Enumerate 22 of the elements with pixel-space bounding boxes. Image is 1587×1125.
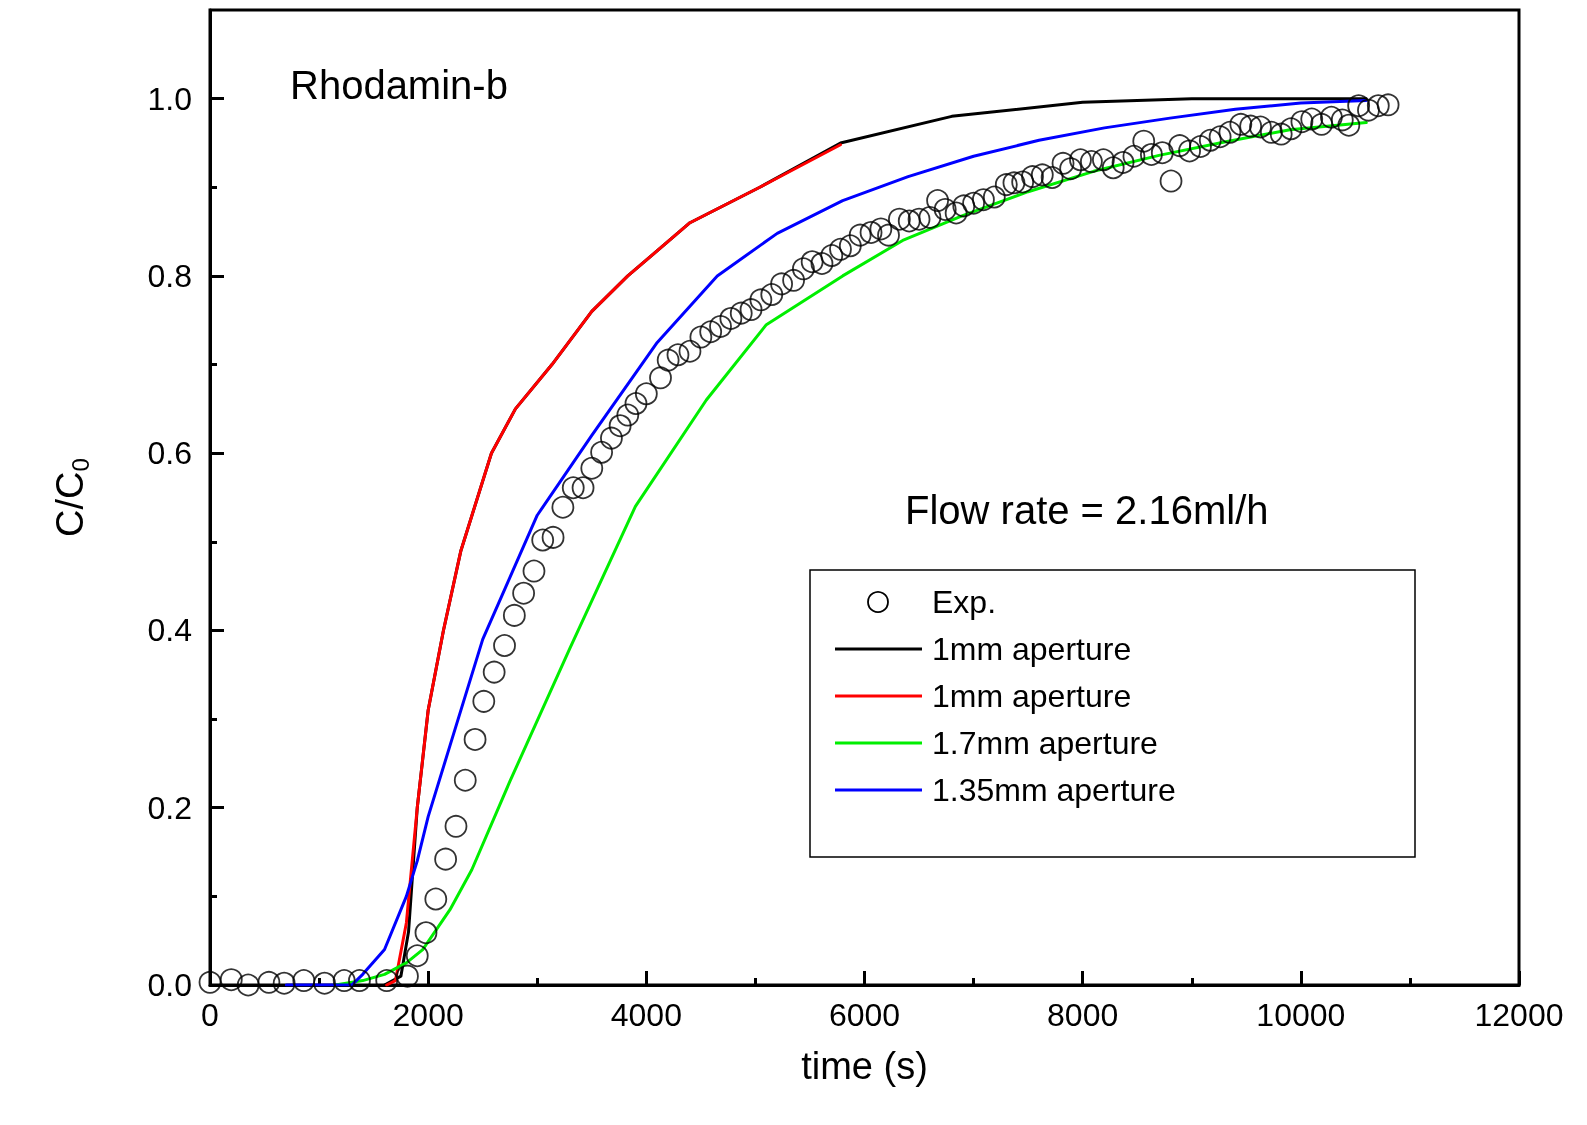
y-tick-label: 0.8 [147, 257, 192, 294]
y-tick-label: 1.0 [147, 80, 192, 117]
x-tick-label: 10000 [1256, 997, 1346, 1033]
x-tick-label: 12000 [1474, 997, 1564, 1033]
y-tick-label: 0.6 [147, 435, 192, 472]
x-axis-title: time (s) [801, 1045, 928, 1087]
x-tick-label: 6000 [828, 997, 901, 1033]
x-tick-label: 4000 [610, 997, 682, 1033]
y-axis-title: C/C0 [49, 458, 94, 537]
legend-label: 1mm aperture [932, 631, 1132, 667]
y-tick-label: 0.0 [147, 967, 192, 1003]
legend-label: Exp. [932, 584, 997, 620]
legend-label: 1.35mm aperture [932, 772, 1176, 808]
y-tick-label: 0.2 [147, 789, 192, 826]
x-tick-label: 2000 [392, 997, 464, 1033]
annotation: Flow rate = 2.16ml/h [905, 488, 1269, 532]
x-tick-label: 8000 [1047, 997, 1119, 1033]
x-tick-label: 0 [201, 997, 219, 1033]
legend-label: 1mm aperture [932, 678, 1132, 714]
y-tick-label: 0.4 [147, 612, 192, 649]
legend-label: 1.7mm aperture [932, 725, 1158, 761]
annotation: Rhodamin-b [290, 63, 508, 107]
